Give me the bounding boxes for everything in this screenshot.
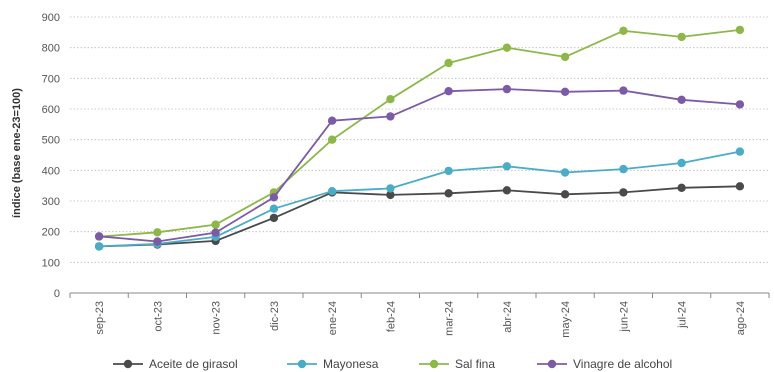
y-tick-label: 900 — [42, 12, 60, 24]
x-tick-label: jun-24 — [618, 301, 630, 333]
data-point — [677, 183, 686, 192]
y-tick-label: 400 — [42, 165, 60, 177]
x-tick-label: ene-24 — [327, 301, 339, 335]
data-point — [560, 52, 570, 62]
x-tick-labels: sep-23 oct-23 nov-23 dic-23 ene-24 feb-24 mar-… — [94, 301, 747, 338]
data-point — [502, 43, 512, 52]
y-axis-title: índice (base ene-23=100) — [11, 88, 23, 218]
data-point — [502, 186, 512, 195]
y-tick-label: 800 — [42, 43, 60, 55]
data-point — [269, 213, 279, 223]
data-point — [444, 189, 453, 198]
series-line — [99, 150, 741, 248]
data-point — [327, 116, 337, 125]
y-tick-label: 500 — [42, 135, 60, 147]
legend-item: Aceite de girasol — [113, 357, 238, 371]
x-tick-label: sep-23 — [94, 301, 106, 335]
legend-marker — [123, 359, 133, 369]
data-point — [386, 190, 395, 200]
x-tick-label: feb-24 — [385, 301, 397, 332]
data-point — [327, 187, 337, 196]
series-line — [99, 29, 741, 238]
x-tick-label: nov-23 — [211, 301, 223, 335]
data-point — [619, 188, 628, 197]
x-tick-label: oct-23 — [152, 301, 164, 332]
data-point — [735, 100, 745, 109]
data-point — [677, 158, 686, 168]
x-tick-label: ago-24 — [735, 301, 747, 335]
data-point — [386, 112, 395, 121]
data-point — [153, 237, 162, 246]
series-3 — [94, 84, 745, 246]
data-point — [386, 184, 395, 193]
legend-label: Aceite de girasol — [149, 357, 238, 371]
y-tick-labels: 0 100 200 300 400 500 600 700 800 900 — [42, 12, 60, 300]
data-point — [560, 87, 570, 97]
data-point — [211, 228, 220, 237]
data-point — [444, 87, 453, 96]
legend-marker — [547, 359, 557, 369]
y-tick-label: 200 — [42, 227, 60, 239]
data-point — [269, 204, 279, 213]
data-point — [619, 26, 628, 35]
data-point — [444, 58, 453, 68]
legend-marker — [429, 359, 439, 369]
legend: Aceite de girasol Mayonesa Sal fina Vinagre… — [113, 357, 672, 371]
gridlines — [69, 16, 770, 298]
data-point — [560, 168, 570, 177]
data-point — [560, 190, 570, 199]
x-tick-label: may-24 — [560, 301, 572, 338]
data-point — [153, 228, 162, 237]
data-point — [677, 32, 686, 42]
data-point — [619, 86, 628, 95]
legend-label: Mayonesa — [323, 357, 379, 371]
series-2 — [94, 25, 745, 241]
x-tick-label: abr-24 — [502, 301, 514, 333]
data-point — [735, 25, 745, 35]
x-tick-label: mar-24 — [444, 301, 456, 336]
data-point — [94, 242, 104, 251]
series-line — [99, 185, 740, 248]
legend-item: Sal fina — [419, 357, 495, 371]
legend-item: Mayonesa — [287, 357, 379, 371]
legend-label: Vinagre de alcohol — [573, 357, 672, 371]
y-tick-label: 300 — [42, 196, 60, 208]
series-group — [94, 25, 745, 251]
series-line — [99, 88, 740, 243]
x-tick-label: dic-23 — [269, 301, 281, 331]
y-tick-label: 600 — [42, 104, 60, 116]
data-point — [502, 162, 512, 171]
data-point — [735, 147, 745, 156]
data-point — [677, 95, 686, 105]
x-tick-label: jul-24 — [677, 301, 689, 329]
data-point — [735, 182, 745, 191]
y-tick-label: 0 — [54, 288, 60, 300]
legend-label: Sal fina — [455, 357, 495, 371]
series-1 — [94, 147, 745, 251]
legend-item: Vinagre de alcohol — [537, 357, 672, 371]
legend-marker — [297, 359, 307, 369]
data-point — [619, 164, 628, 174]
data-point — [444, 166, 453, 176]
data-point — [502, 84, 512, 94]
y-tick-label: 100 — [42, 257, 60, 269]
y-tick-label: 700 — [42, 73, 60, 85]
data-point — [211, 220, 220, 229]
data-point — [269, 193, 279, 202]
data-point — [386, 95, 395, 104]
data-point — [94, 232, 104, 241]
data-point — [327, 135, 337, 144]
